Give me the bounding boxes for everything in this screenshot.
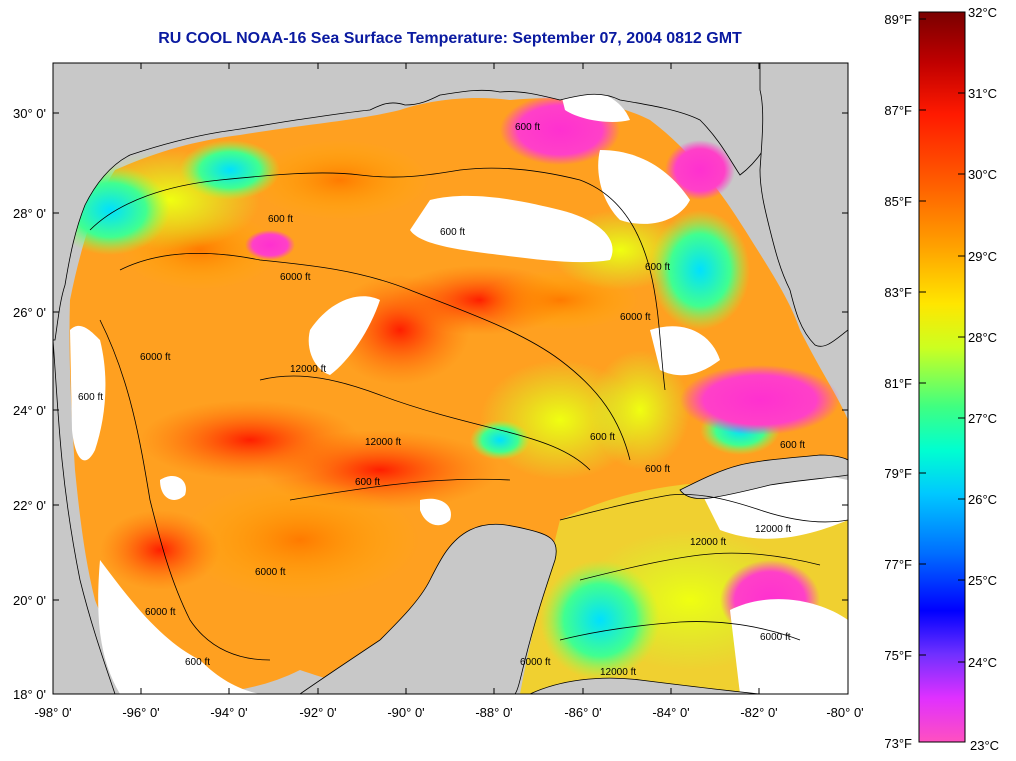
lat-tick-label: 30° 0' [13,106,46,121]
lon-tick-label: -86° 0' [564,705,601,720]
contour-label: 600 ft [780,440,805,451]
contour-label: 6000 ft [145,607,176,618]
contour-label: 12000 ft [755,524,791,535]
colorbar-f-label: 77°F [884,557,912,572]
lon-tick-label: -80° 0' [826,705,863,720]
contour-label: 600 ft [645,464,670,475]
colorbar-c-label: 29°C [968,249,997,264]
lat-tick-label: 18° 0' [13,687,46,702]
contour-label: 600 ft [515,122,540,133]
contour-label: 6000 ft [255,567,286,578]
colorbar-f-label: 87°F [884,103,912,118]
colorbar-c-label: 30°C [968,167,997,182]
contour-label: 12000 ft [365,437,401,448]
contour-label: 12000 ft [600,667,636,678]
land [53,63,848,694]
sst-field [53,63,848,694]
contour-label: 600 ft [268,214,293,225]
lon-tick-label: -92° 0' [299,705,336,720]
contour-label: 6000 ft [280,272,311,283]
lon-tick-label: -82° 0' [740,705,777,720]
colorbar-f-label: 83°F [884,285,912,300]
contour-label: 6000 ft [140,352,171,363]
contour-label: 600 ft [185,657,210,668]
colorbar-f-label: 81°F [884,376,912,391]
contour-label: 600 ft [355,477,380,488]
colorbar-f-label: 75°F [884,648,912,663]
lon-tick-label: -84° 0' [652,705,689,720]
tick-marks [53,63,848,694]
colorbar-c-label: 31°C [968,86,997,101]
lon-tick-label: -98° 0' [34,705,71,720]
colorbar-c-label: 27°C [968,411,997,426]
lat-tick-label: 28° 0' [13,206,46,221]
contour-label: 600 ft [645,262,670,273]
lon-tick-label: -90° 0' [387,705,424,720]
lon-tick-label: -88° 0' [475,705,512,720]
contour-label: 600 ft [440,227,465,238]
contour-label: 600 ft [78,392,103,403]
lon-tick-label: -94° 0' [210,705,247,720]
contour-label: 6000 ft [620,312,651,323]
lat-tick-label: 26° 0' [13,305,46,320]
bathymetry-contours [89,167,848,661]
colorbar-c-label: 24°C [968,655,997,670]
contour-label: 6000 ft [760,632,791,643]
lat-tick-label: 20° 0' [13,593,46,608]
colorbar-c-label: 26°C [968,492,997,507]
colorbar-c-label: 23°C [970,738,999,753]
contour-label: 600 ft [590,432,615,443]
lat-tick-label: 24° 0' [13,403,46,418]
colorbar-c-label: 25°C [968,573,997,588]
map-title: RU COOL NOAA-16 Sea Surface Temperature:… [158,30,742,47]
colorbar-f-label: 79°F [884,466,912,481]
colorbar-f-label: 85°F [884,194,912,209]
colorbar-c-label: 32°C [968,5,997,20]
contour-label: 6000 ft [520,657,551,668]
colorbar [918,11,966,743]
colorbar-ticks [919,11,965,663]
colorbar-f-label: 89°F [884,12,912,27]
plot-frame [52,62,849,695]
colorbar-f-label: 73°F [884,736,912,751]
contour-label: 12000 ft [690,537,726,548]
contour-label: 12000 ft [290,364,326,375]
lon-tick-label: -96° 0' [122,705,159,720]
colorbar-c-label: 28°C [968,330,997,345]
lat-tick-label: 22° 0' [13,498,46,513]
